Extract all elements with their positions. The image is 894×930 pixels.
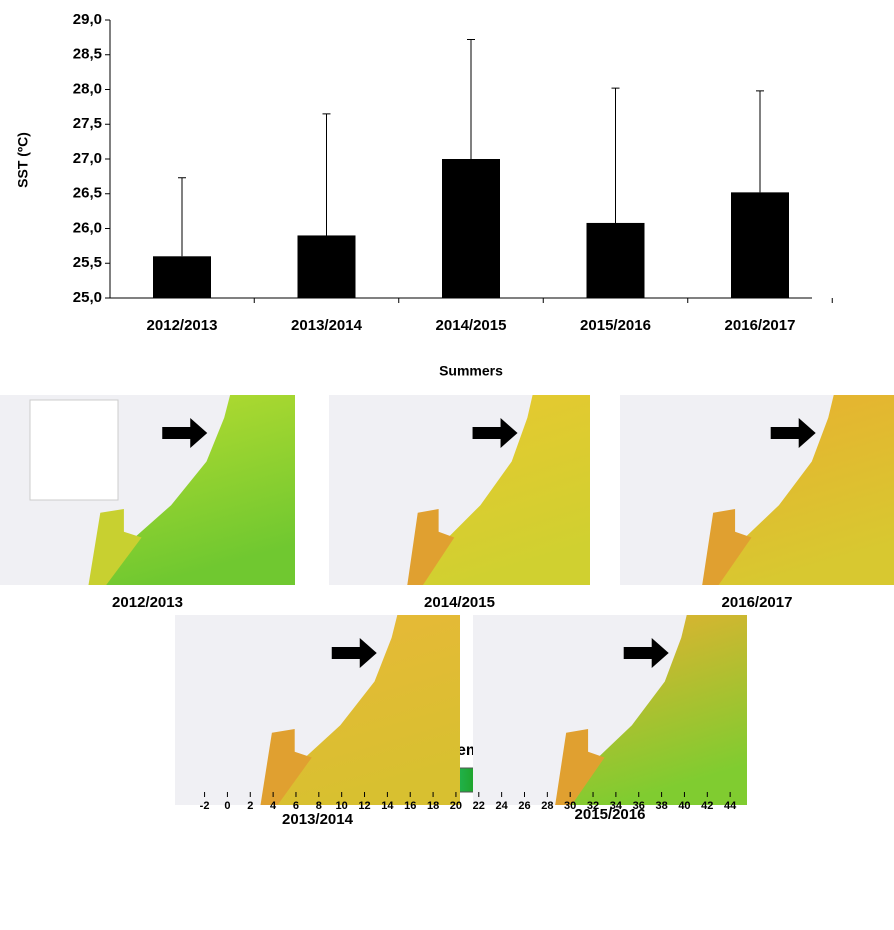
y-axis-label: SST (ºC) [15,132,31,188]
colorbar-tick-label: 32 [587,800,599,812]
y-tick-label: 28,5 [73,46,102,63]
map-label: 2014/2015 [424,594,495,611]
error-bar [467,39,475,159]
colorbar-tick-label: 28 [541,800,553,812]
bar [442,159,500,298]
colorbar-tick-label: 2 [247,800,253,812]
colorbar-tick-label: 18 [427,800,439,812]
map [0,395,295,585]
error-bar [612,88,620,223]
y-tick-label: 26,5 [73,185,102,202]
bar [587,223,645,298]
figure: SST (ºC) Summers Sea Surface Temperature… [0,0,894,930]
bar [731,192,789,298]
colorbar-tick-label: 16 [404,800,416,812]
error-bar [756,91,764,192]
colorbar-tick-label: -2 [200,800,210,812]
colorbar-tick-label: 30 [564,800,576,812]
map-label: 2012/2013 [112,594,183,611]
colorbar-tick-label: 34 [610,800,623,812]
bar [153,256,211,298]
colorbar-tick-label: 20 [450,800,462,812]
colorbar-tick-label: 26 [518,800,530,812]
colorbar-tick-label: 14 [381,800,394,812]
colorbar-tick-label: 24 [496,800,509,812]
map [620,395,894,585]
x-tick-label: 2014/2015 [436,317,507,334]
x-tick-label: 2012/2013 [147,317,218,334]
map-label: 2013/2014 [282,811,354,828]
map [473,615,747,805]
colorbar-tick-label: 4 [270,800,277,812]
y-tick-label: 27,5 [73,115,102,132]
y-tick-label: 28,0 [73,80,102,97]
map [329,395,590,585]
bar [298,235,356,298]
error-bar [323,114,331,236]
colorbar-tick-label: 8 [316,800,322,812]
colorbar-tick-label: 22 [473,800,485,812]
error-bar [178,178,186,257]
colorbar-tick-label: 42 [701,800,713,812]
x-tick-label: 2016/2017 [725,317,796,334]
y-tick-label: 26,0 [73,219,102,236]
x-axis-label: Summers [439,363,503,379]
colorbar-tick-label: 0 [224,800,230,812]
x-tick-label: 2013/2014 [291,317,363,334]
y-tick-label: 25,0 [73,289,102,306]
colorbar-tick-label: 36 [633,800,645,812]
colorbar-tick-label: 12 [358,800,370,812]
colorbar-tick-label: 44 [724,800,737,812]
colorbar-tick-label: 40 [678,800,690,812]
y-tick-label: 25,5 [73,254,102,271]
map [175,615,460,805]
map-label: 2016/2017 [722,594,793,611]
x-tick-label: 2015/2016 [580,317,651,334]
y-tick-label: 29,0 [73,11,102,28]
colorbar-tick-label: 38 [655,800,667,812]
colorbar-tick-label: 10 [336,800,348,812]
inset-map [30,400,118,500]
colorbar-tick-label: 6 [293,800,299,812]
y-tick-label: 27,0 [73,150,102,167]
